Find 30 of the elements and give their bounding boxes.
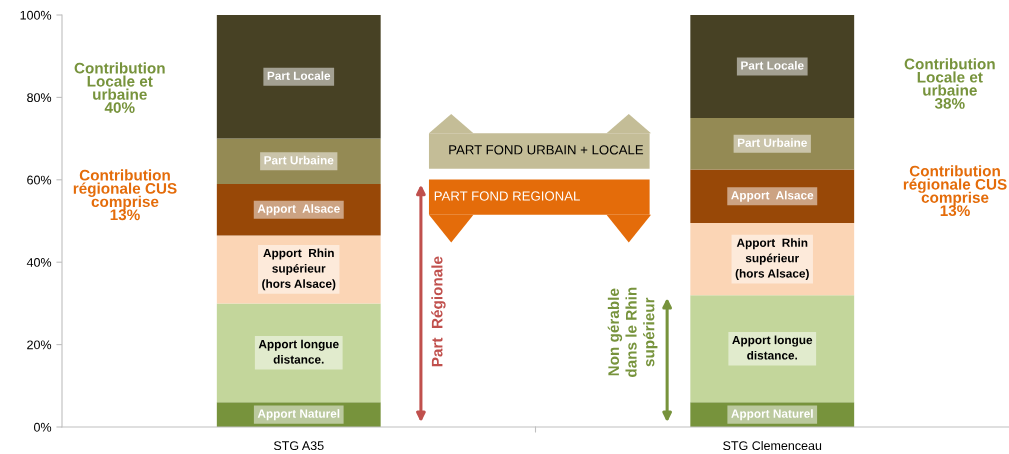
text: Apport longue distance. <box>732 335 813 360</box>
y-tick-label: 100% <box>20 10 52 20</box>
text: Apport Rhin supérieur (hors Alsace) <box>735 238 809 280</box>
y-tick-label: 60% <box>27 175 52 185</box>
series-label: Apport longue distance. <box>258 339 339 364</box>
series-label: Part Locale <box>741 61 804 70</box>
y-tick-label: 80% <box>27 93 52 103</box>
annotation: Non gérable dans le Rhin supérieur <box>607 287 658 378</box>
annotation: PART FOND REGIONAL <box>434 191 580 201</box>
annotation: Contribution régionale CUS comprise 13% <box>903 165 1007 217</box>
x-tick-label: STG A35 <box>273 441 324 451</box>
annotation: Part Régionale <box>431 256 446 367</box>
annotation: Contribution Locale et urbaine 38% <box>904 58 995 109</box>
text: Apport Naturel <box>731 409 813 421</box>
y-tick-label: 0% <box>34 422 52 432</box>
series-label: Apport Alsace <box>257 204 340 216</box>
text: Part Urbaine <box>737 138 807 147</box>
text: Apport Alsace <box>731 190 814 202</box>
y-tick-label: 40% <box>26 258 52 267</box>
series-label: Apport Naturel <box>257 409 340 421</box>
series-label: Apport Rhin supérieur (hors Alsace) <box>262 248 336 291</box>
y-tick-label: 20% <box>27 340 52 350</box>
bar <box>216 15 381 139</box>
series-label: Part Urbaine <box>264 155 334 165</box>
x-tick-label: STG Clemenceau <box>723 440 822 451</box>
annotation: Contribution régionale CUS comprise 13% <box>73 169 177 221</box>
annotation: PART FOND URBAIN + LOCALE <box>449 145 644 155</box>
text: Part Locale <box>267 71 331 80</box>
bar <box>690 15 855 118</box>
annotation: Contribution Locale et urbaine 40% <box>74 62 165 113</box>
